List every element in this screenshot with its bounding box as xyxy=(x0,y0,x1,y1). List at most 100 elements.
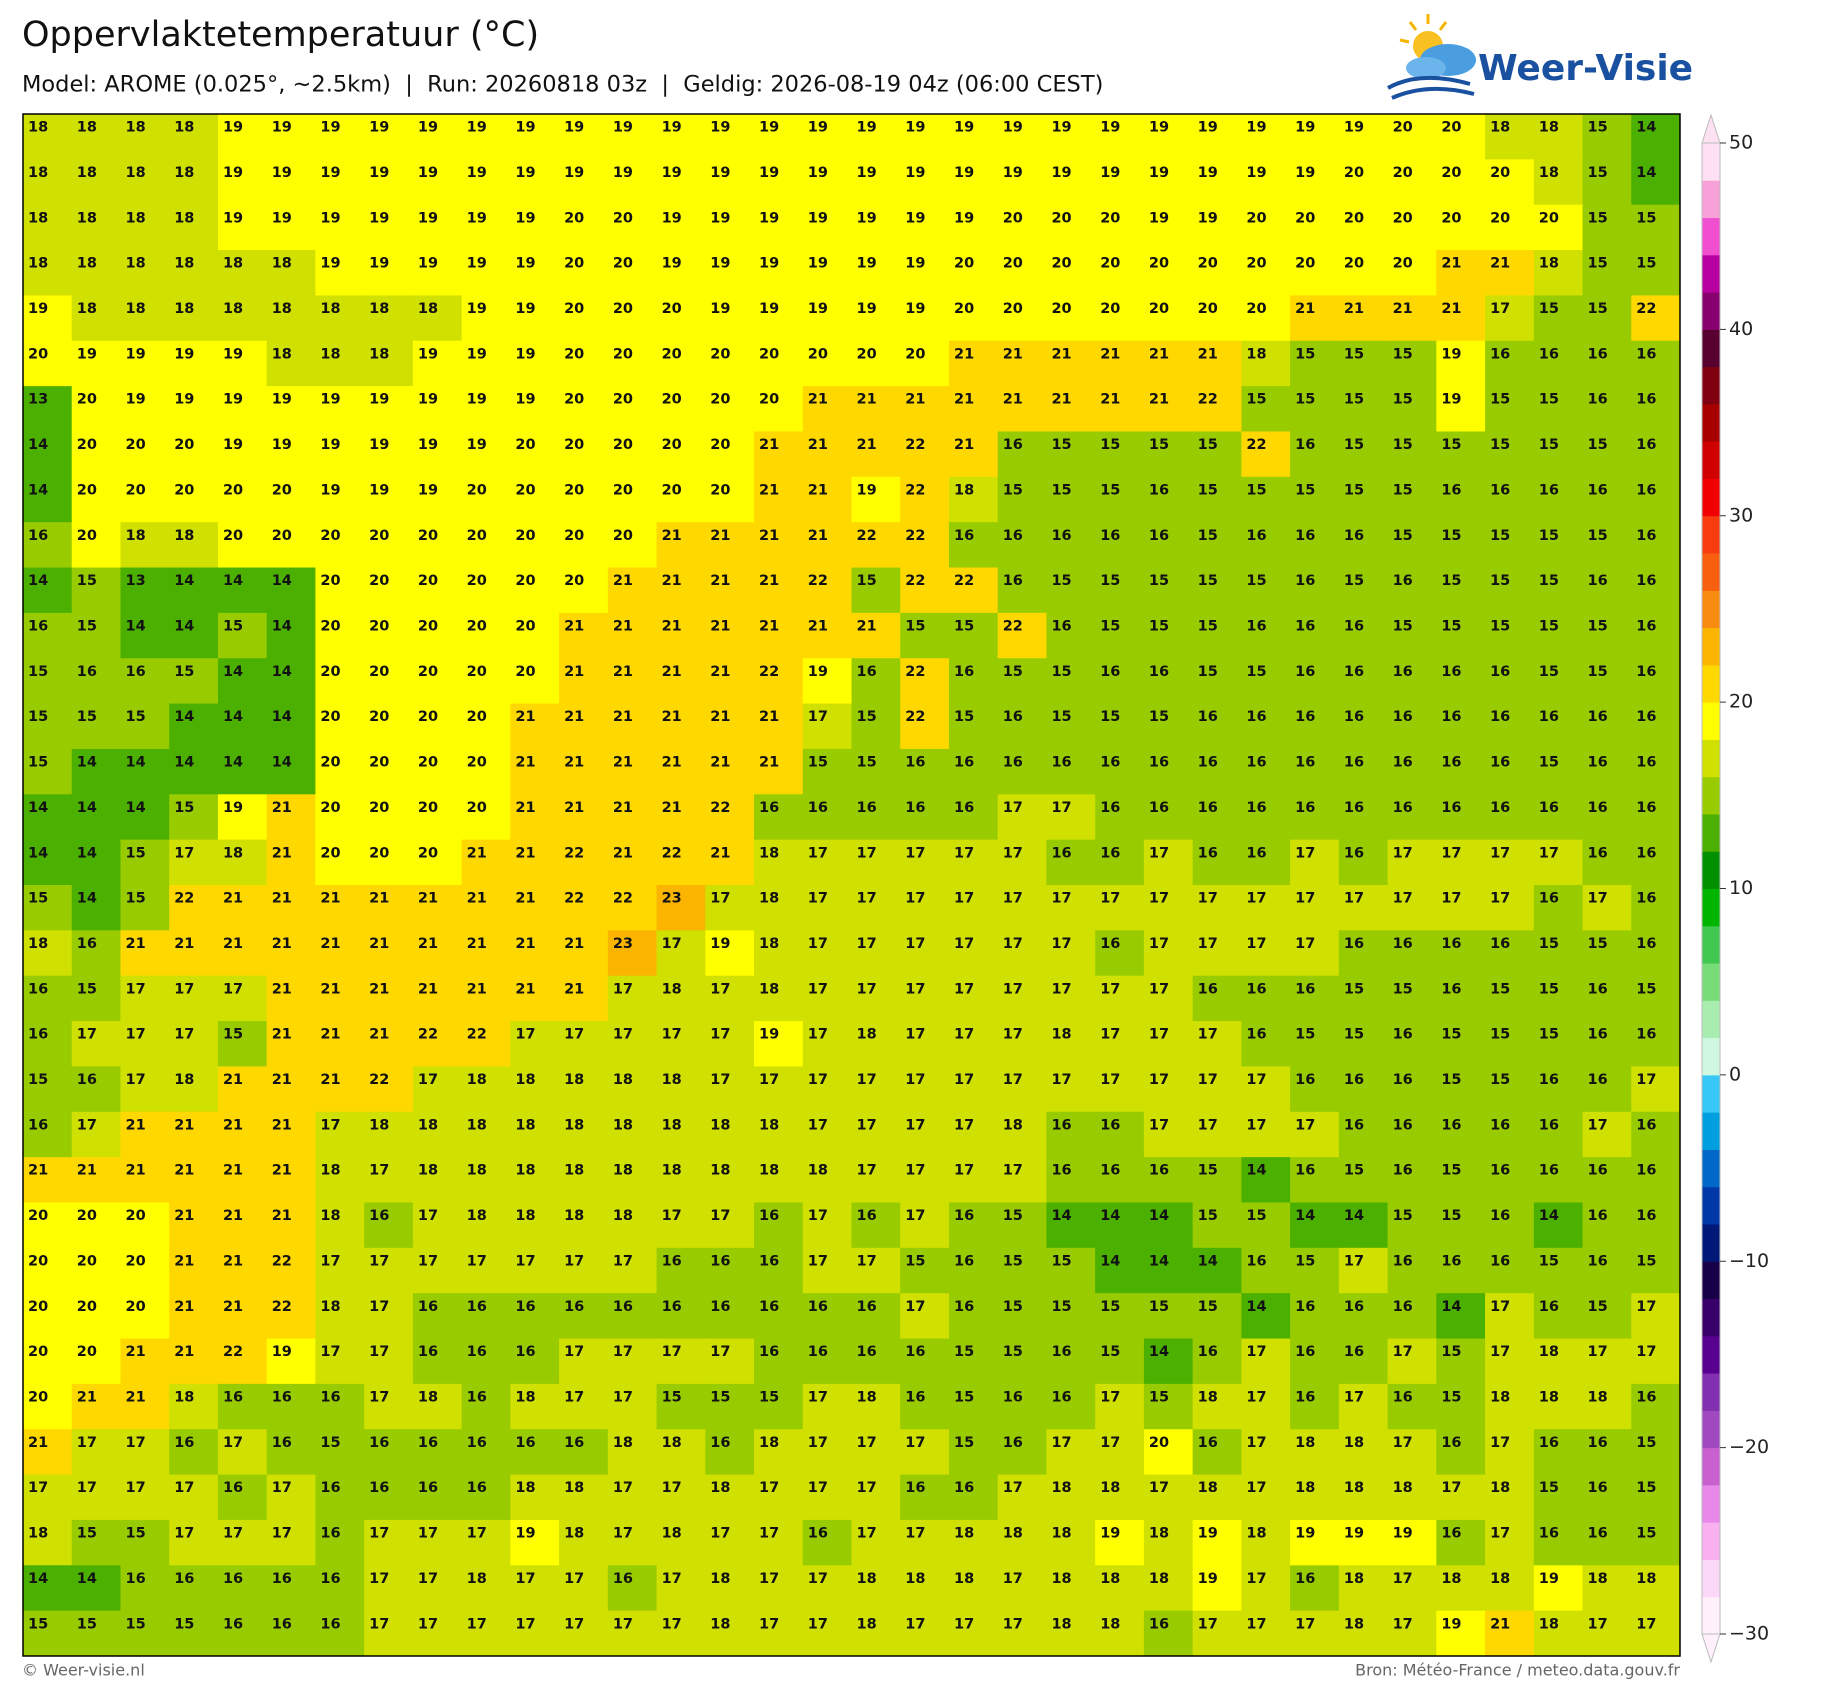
temp-label: 21 xyxy=(808,437,828,453)
temp-cell xyxy=(412,567,463,614)
temp-cell xyxy=(1631,386,1681,432)
temp-cell xyxy=(1631,703,1681,750)
temp-label: 15 xyxy=(1588,301,1608,317)
temp-label: 16 xyxy=(1246,709,1266,725)
temp-label: 20 xyxy=(1441,120,1461,136)
temp-label: 17 xyxy=(1490,1526,1510,1542)
temp-label: 18 xyxy=(1344,1480,1364,1496)
temp-cell xyxy=(1338,250,1389,296)
temp-cell xyxy=(1582,1565,1632,1612)
temp-cell xyxy=(705,1429,755,1476)
temp-label: 17 xyxy=(1051,800,1071,816)
temp-cell xyxy=(315,1429,365,1476)
temp-cell xyxy=(23,975,73,1022)
temp-label: 17 xyxy=(1051,1072,1071,1088)
temp-label: 15 xyxy=(1441,1208,1461,1224)
temp-label: 17 xyxy=(1246,1571,1266,1587)
temp-label: 21 xyxy=(418,981,438,997)
temp-label: 16 xyxy=(28,981,48,997)
temp-cell xyxy=(1387,703,1437,750)
temp-cell xyxy=(754,250,804,296)
temp-cell xyxy=(851,1338,901,1385)
temp-cell xyxy=(1241,204,1291,251)
temp-cell xyxy=(510,1293,560,1340)
temp-label: 21 xyxy=(759,482,779,498)
temp-cell xyxy=(948,340,999,387)
temp-cell xyxy=(364,1383,414,1430)
temp-cell xyxy=(266,975,316,1022)
temp-cell xyxy=(1241,1429,1291,1476)
temp-cell xyxy=(1046,1429,1096,1476)
temp-cell xyxy=(461,748,511,795)
temp-label: 19 xyxy=(857,256,877,272)
temp-cell xyxy=(1485,476,1535,523)
temp-cell xyxy=(120,1202,170,1249)
temp-label: 15 xyxy=(28,1072,48,1088)
temp-label: 15 xyxy=(662,1389,682,1405)
temp-label: 15 xyxy=(1149,1299,1169,1315)
temp-label: 20 xyxy=(467,755,487,771)
temp-cell xyxy=(364,930,414,977)
temp-cell xyxy=(607,658,658,705)
temp-label: 16 xyxy=(467,1389,487,1405)
temp-label: 17 xyxy=(174,1526,194,1542)
temp-cell xyxy=(802,386,852,432)
temp-label: 20 xyxy=(954,301,974,317)
temp-cell xyxy=(71,658,121,705)
temp-cell xyxy=(1436,1519,1486,1566)
temp-label: 16 xyxy=(954,528,974,544)
temp-label: 16 xyxy=(1636,936,1656,952)
temp-label: 16 xyxy=(1588,573,1608,589)
temp-cell xyxy=(461,250,511,296)
waves xyxy=(1387,75,1475,100)
temp-label: 19 xyxy=(905,301,925,317)
temp-label: 16 xyxy=(1490,346,1510,362)
temp-cell xyxy=(364,703,414,750)
temp-cell xyxy=(754,794,804,841)
temp-label: 20 xyxy=(467,618,487,634)
temp-cell xyxy=(1485,794,1535,841)
temp-cell xyxy=(656,386,706,432)
temp-cell xyxy=(1485,114,1535,160)
temp-cell xyxy=(1582,1111,1632,1158)
temp-label: 21 xyxy=(564,936,584,952)
temp-cell xyxy=(315,1202,365,1249)
temp-cell xyxy=(266,522,316,569)
temp-cell xyxy=(217,386,268,432)
colorbar-segment xyxy=(1702,888,1720,927)
temp-label: 15 xyxy=(1100,573,1120,589)
temp-cell xyxy=(510,1383,560,1430)
temp-label: 19 xyxy=(418,165,438,181)
temp-cell xyxy=(900,1610,950,1657)
temp-label: 15 xyxy=(1539,573,1559,589)
temp-label: 19 xyxy=(1198,120,1218,136)
temp-cell xyxy=(705,1111,755,1158)
temp-label: 20 xyxy=(710,482,730,498)
temp-cell xyxy=(217,658,268,705)
temp-cell xyxy=(705,658,755,705)
colorbar-segment xyxy=(1702,1447,1720,1486)
temp-cell xyxy=(1338,703,1389,750)
temp-cell xyxy=(948,1429,999,1476)
temp-label: 19 xyxy=(1100,120,1120,136)
temp-cell xyxy=(900,1021,950,1067)
temp-label: 17 xyxy=(710,1072,730,1088)
temp-cell xyxy=(656,885,706,931)
temp-label: 17 xyxy=(759,1480,779,1496)
temp-cell xyxy=(1338,1111,1389,1158)
temp-cell xyxy=(1192,1383,1242,1430)
temp-cell xyxy=(1241,612,1291,659)
temp-cell xyxy=(1631,1429,1681,1476)
temp-label: 15 xyxy=(1198,1163,1218,1179)
temp-label: 19 xyxy=(418,482,438,498)
temp-cell xyxy=(71,839,121,886)
temp-cell xyxy=(705,386,755,432)
temp-cell xyxy=(1387,114,1437,160)
temp-cell xyxy=(1533,386,1584,432)
temp-cell xyxy=(1143,930,1194,977)
temp-cell xyxy=(1436,522,1486,569)
temp-cell xyxy=(997,1338,1047,1385)
temp-cell xyxy=(1533,1565,1584,1612)
temp-cell xyxy=(754,1429,804,1476)
